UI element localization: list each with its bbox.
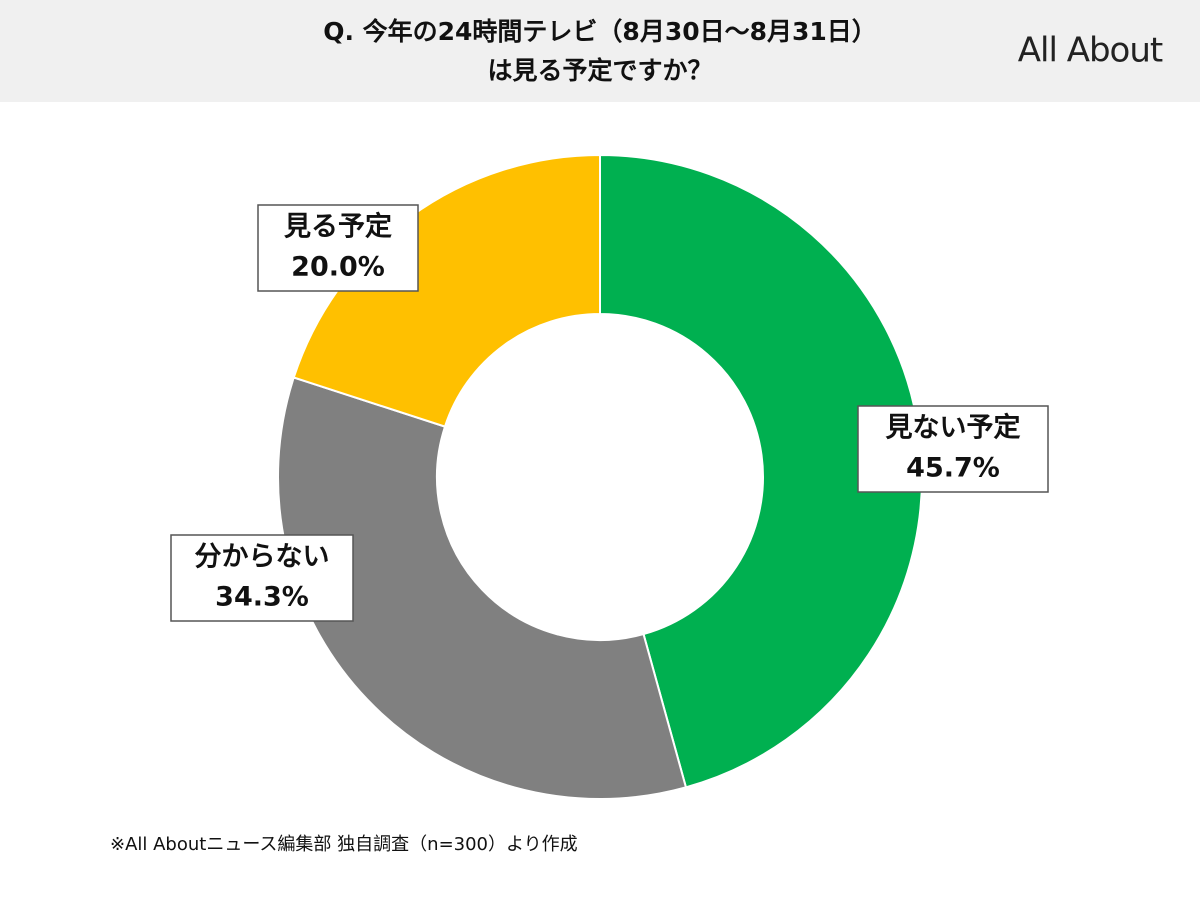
- label-box: [857, 405, 1049, 493]
- chart-title: は見る予定ですか？: [487, 56, 712, 85]
- value-label: 45.7%: [906, 453, 1000, 484]
- chart-title: Q. 今年の24時間テレビ（8月30日～8月31日）: [323, 17, 877, 46]
- footnote: ※All Aboutニュース編集部 独自調査（n=300）より作成: [110, 834, 578, 855]
- logo: All About: [1018, 31, 1163, 71]
- label-box: [257, 204, 419, 292]
- category-label: 分からない: [195, 542, 330, 573]
- donut-segment: [599, 153, 923, 789]
- donut-segment: [277, 376, 688, 800]
- category-label: 見ない予定: [886, 412, 1021, 444]
- category-label: 見る予定: [284, 211, 392, 243]
- value-label: 20.0%: [291, 252, 385, 283]
- header-band: [0, 0, 1200, 102]
- value-label: 34.3%: [215, 582, 309, 613]
- label-box: [170, 534, 354, 622]
